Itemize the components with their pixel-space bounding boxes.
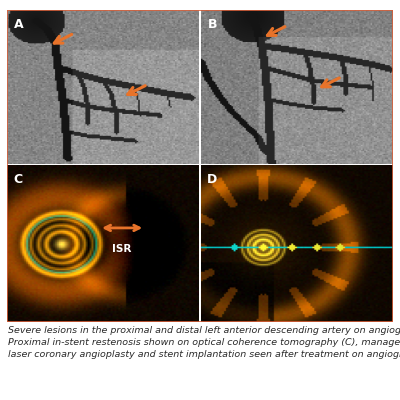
Text: C: C — [13, 173, 22, 186]
Text: A: A — [14, 18, 23, 31]
Text: ISR: ISR — [112, 244, 132, 254]
Text: B: B — [208, 18, 217, 31]
Text: D: D — [207, 173, 217, 186]
Text: Severe lesions in the proximal and distal left anterior descending artery on ang: Severe lesions in the proximal and dista… — [8, 326, 400, 359]
